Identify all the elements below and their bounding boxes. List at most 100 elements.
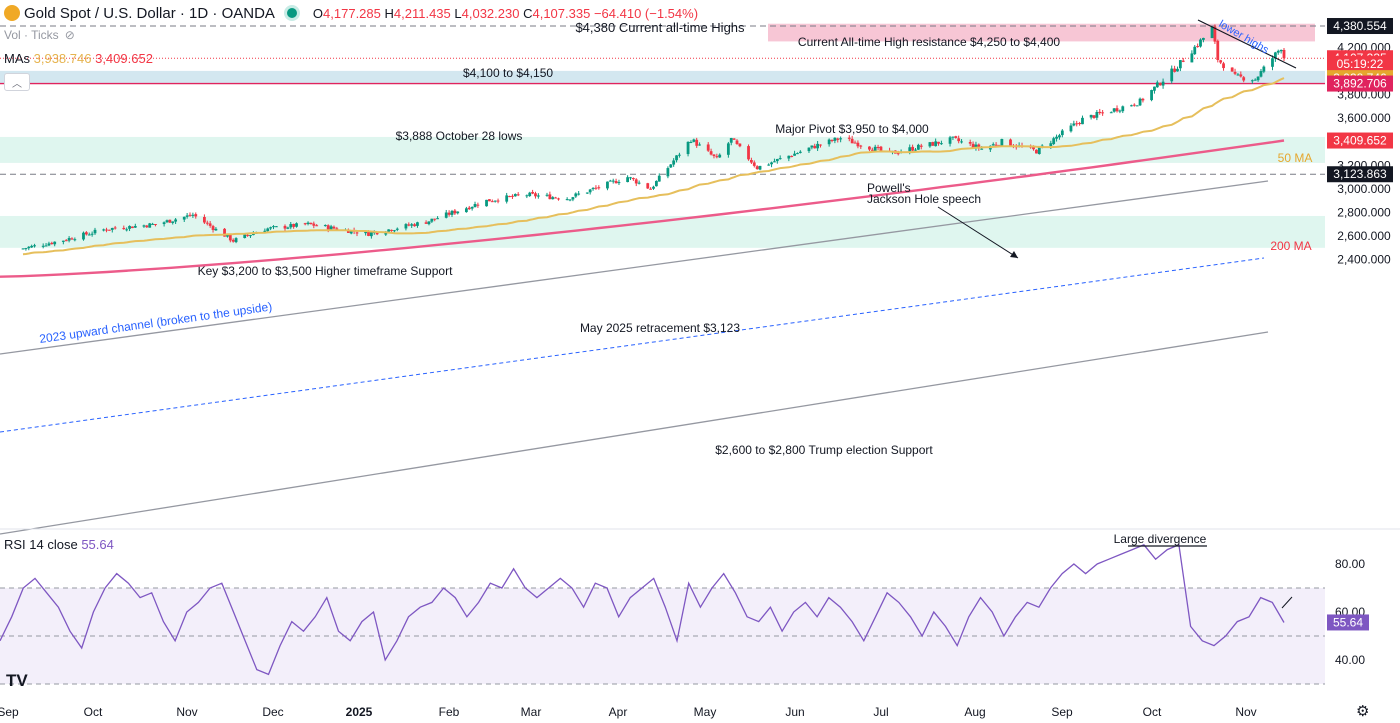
candle <box>1135 105 1139 107</box>
candle-body <box>168 219 172 223</box>
candle-body <box>306 222 310 224</box>
candle-body <box>1279 49 1283 52</box>
candle <box>1216 39 1220 63</box>
candle-body <box>329 226 333 230</box>
channel-annotation: 2023 upward channel (broken to the upsid… <box>38 299 272 346</box>
candle-body <box>873 146 877 152</box>
candle <box>1193 45 1197 56</box>
candle <box>796 152 799 155</box>
candle-body <box>686 141 690 155</box>
candle-body <box>211 226 215 230</box>
candle <box>269 226 273 231</box>
candle <box>21 248 25 250</box>
rsi-legend[interactable]: RSI 14 close 55.64 <box>4 537 114 552</box>
settings-gear-icon[interactable]: ⚙ <box>1356 703 1370 720</box>
candle <box>113 225 117 230</box>
candle <box>467 205 471 210</box>
candle <box>93 227 97 235</box>
candle-body <box>839 138 843 140</box>
candle-body <box>807 147 811 152</box>
candle <box>125 227 129 232</box>
candle <box>1256 76 1260 82</box>
x-tick-label: May <box>694 705 717 719</box>
candle-body <box>50 242 54 245</box>
candle-body <box>367 231 370 236</box>
candle <box>303 222 307 226</box>
volume-indicator-label[interactable]: Vol · Ticks ⊘ <box>4 28 75 42</box>
candle-body <box>90 233 94 235</box>
hidden-eye-icon[interactable]: ⊘ <box>64 28 75 42</box>
candle-body <box>968 142 972 144</box>
candle <box>102 228 106 232</box>
candle <box>755 165 759 170</box>
candle <box>107 229 111 231</box>
candle <box>793 150 796 156</box>
candle-body <box>813 145 817 149</box>
candle-body <box>251 233 255 236</box>
candle <box>974 141 978 151</box>
candle <box>490 199 494 203</box>
candle <box>1098 108 1102 115</box>
candle <box>168 219 172 223</box>
candle <box>369 231 373 239</box>
candle-body <box>896 153 900 155</box>
candle-body <box>1009 139 1012 147</box>
candle-body <box>1078 123 1081 125</box>
candle <box>571 196 575 202</box>
candle <box>332 225 336 230</box>
candle <box>692 138 696 143</box>
candle-body <box>1037 147 1041 155</box>
candle <box>637 180 641 185</box>
candle <box>1115 105 1119 113</box>
collapse-legend-button[interactable]: ︿ <box>4 73 30 91</box>
candle <box>295 222 298 228</box>
moving-averages-legend[interactable]: MAs 3,938.746 3,409.652 <box>4 51 153 66</box>
candle-body <box>1035 149 1038 154</box>
candle <box>617 179 621 186</box>
candle-body <box>755 166 759 170</box>
candle <box>1219 59 1223 65</box>
candle-body <box>413 224 416 227</box>
candle-body <box>289 224 293 228</box>
candle <box>87 232 91 236</box>
candle-body <box>911 146 915 151</box>
candle <box>853 140 857 144</box>
candle-body <box>283 225 287 229</box>
candle <box>718 153 722 158</box>
candle <box>456 211 460 215</box>
candle <box>185 213 189 219</box>
candle-body <box>614 181 618 184</box>
symbol-title[interactable]: Gold Spot / U.S. Dollar · 1D · OANDA <box>24 4 275 22</box>
candle-body <box>1150 90 1153 101</box>
candle <box>819 144 822 148</box>
candle-body <box>1230 67 1234 72</box>
candle-body <box>712 154 716 157</box>
candle-body <box>1193 46 1197 55</box>
candle <box>1081 115 1084 125</box>
candle-body <box>1271 58 1274 67</box>
y-tick-label: 2,400.000 <box>1337 253 1391 267</box>
candle <box>1138 97 1142 107</box>
candle <box>1130 104 1133 107</box>
candle-body <box>407 224 411 226</box>
candle-body <box>588 189 592 193</box>
candle-body <box>473 204 477 208</box>
candle-body <box>732 138 736 140</box>
candle-body <box>436 218 439 220</box>
tradingview-logo[interactable]: TV <box>6 671 28 690</box>
candle <box>686 141 690 157</box>
candle-body <box>649 188 653 190</box>
candle <box>1176 66 1179 72</box>
candle-body <box>1101 112 1105 114</box>
candle-body <box>125 229 129 231</box>
candle <box>390 229 393 232</box>
candle-body <box>770 162 773 165</box>
candle-body <box>914 149 917 151</box>
price-label-bg <box>1327 132 1393 149</box>
candle <box>626 175 630 183</box>
powell-annotation: Powell's <box>867 181 911 195</box>
candle <box>916 143 920 150</box>
candle <box>1259 68 1263 78</box>
candle-body <box>1141 98 1145 101</box>
